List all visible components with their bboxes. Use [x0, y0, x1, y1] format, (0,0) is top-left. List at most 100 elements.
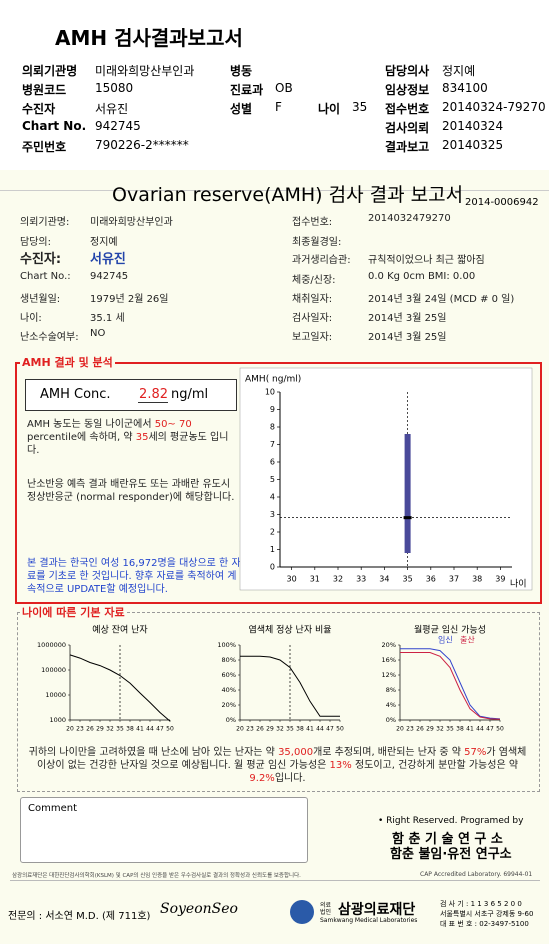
- field-label: 주민번호: [22, 140, 67, 154]
- y-tick-label: 10: [265, 388, 275, 397]
- field-label: 담당의사: [385, 64, 430, 78]
- field-value: 서유진: [90, 252, 126, 267]
- x-tick-label: 44: [476, 726, 484, 733]
- chart-title: 예상 잔여 난자: [92, 624, 148, 636]
- rule: [10, 880, 540, 881]
- legend-entry: 임신: [438, 636, 453, 645]
- text-part: 정도이고, 건강하게 분만할 가능성은 약: [351, 760, 519, 771]
- field-label: Chart No.:: [20, 271, 71, 282]
- basic-box: [17, 612, 540, 792]
- x-tick-label: 44: [146, 726, 154, 733]
- text-part: 13%: [329, 760, 352, 771]
- field-label: 성별: [230, 102, 253, 116]
- chart-title: 염색체 정상 난자 비율: [248, 625, 331, 636]
- y-tick-label: 60%: [222, 671, 236, 679]
- y-tick-label: 5: [270, 475, 275, 484]
- text-part: 입니다.: [274, 773, 306, 784]
- field-label: 최종월경일:: [292, 237, 342, 248]
- x-tick-label: 50: [336, 726, 344, 733]
- field-value: 2014년 3월 25일: [368, 332, 447, 343]
- x-tick-label: 44: [316, 726, 324, 733]
- y-tick-label: 2: [270, 528, 275, 537]
- x-tick-label: 35: [403, 575, 413, 584]
- y-tick-label: 6: [270, 458, 275, 467]
- x-tick-label: 26: [416, 726, 424, 733]
- y-tick-label: 100%: [217, 641, 236, 649]
- x-tick-label: 41: [136, 726, 144, 733]
- field-value: 834100: [442, 81, 488, 95]
- paragraph: AMH 농도는 동일 나이군에서 50~ 70 percentile에 속하며,…: [27, 418, 237, 457]
- field-value: 정지예: [90, 237, 118, 248]
- address: 검 사 기 : 1 1 3 6 5 2 0 0: [440, 900, 522, 908]
- x-tick-label: 47: [326, 726, 334, 733]
- field-value: 15080: [95, 81, 134, 95]
- x-tick-label: 31: [310, 575, 320, 584]
- y-tick-label: 20%: [222, 701, 236, 709]
- text-part: AMH 농도는 동일 나이군에서: [27, 419, 155, 430]
- y-tick-label: 80%: [222, 656, 236, 664]
- x-tick-label: 20: [396, 726, 404, 733]
- line: [69, 654, 171, 722]
- x-tick-label: 29: [96, 726, 104, 733]
- y-tick-label: 4%: [386, 701, 396, 709]
- field-label: 접수번호:: [292, 217, 333, 228]
- x-tick-label: 23: [406, 726, 414, 733]
- field-value: NO: [90, 328, 106, 339]
- value-point: [403, 516, 412, 520]
- chart-title: 월평균 임신 가능성: [414, 624, 486, 636]
- text-part: 57%: [464, 747, 487, 758]
- x-tick-label: 39: [495, 575, 505, 584]
- x-tick-label: 41: [306, 726, 314, 733]
- field-label: 진료과: [230, 83, 264, 97]
- y-tick-label: 8%: [386, 686, 396, 694]
- field-label: 의뢰기관명:: [20, 217, 70, 228]
- org: 삼광의료재단: [338, 902, 416, 918]
- y-tick-label: 20%: [382, 641, 396, 649]
- y-tick-label: 100000: [41, 666, 66, 674]
- field-label: Chart No.: [22, 119, 87, 133]
- paragraph: 난소반응 예측 결과 배란유도 또는 과배란 유도시 정상반응군 (normal…: [27, 479, 235, 503]
- logo: [290, 900, 314, 924]
- x-tick-label: 23: [76, 726, 84, 733]
- text-part: percentile에 속하며, 약: [27, 432, 136, 443]
- field-label: 검사일자:: [292, 313, 333, 324]
- x-tick-label: 29: [266, 726, 274, 733]
- footer-cap: CAP Accredited Laboratory. 69944-01: [420, 871, 533, 878]
- field-value: 미래와희망산부인과: [95, 64, 195, 78]
- x-tick-label: 35: [286, 726, 294, 733]
- field-value: OB: [275, 81, 293, 95]
- field-label: 의뢰기관명: [22, 64, 78, 78]
- x-tick-label: 32: [333, 575, 343, 584]
- text-part: 9.2%: [249, 773, 275, 784]
- field-value: 2014년 3월 24일 (MCD # 0 일): [368, 294, 515, 305]
- field-label: 담당의:: [20, 237, 51, 248]
- y-tick-label: 1: [270, 545, 275, 554]
- paragraph: 본 결과는 한국인 여성 16,972명을 대상으로 한 자료를 기초로 한 것…: [27, 558, 241, 595]
- x-tick-label: 50: [166, 726, 174, 733]
- x-tick-label: 30: [287, 575, 297, 584]
- x-tick-label: 20: [66, 726, 74, 733]
- basic-title: 나이에 따른 기본 자료: [20, 604, 127, 620]
- y-tick-label: 8: [270, 423, 275, 432]
- x-tick-label: 33: [356, 575, 366, 584]
- comment-label: Comment: [28, 803, 77, 814]
- field-value: 정지예: [442, 64, 476, 78]
- text-part: 개로 추정되며, 배란되는 난자 중 약: [313, 747, 465, 758]
- field-value: 규칙적이었으나 최근 짧아짐: [368, 255, 485, 266]
- x-tick-label: 26: [256, 726, 264, 733]
- credit: 함춘 불임·유전 연구소: [390, 847, 512, 862]
- x-axis-label: 나이: [510, 579, 527, 590]
- y-tick-label: 1000000: [37, 641, 66, 649]
- rule: [0, 190, 549, 191]
- field-value: F: [275, 100, 282, 114]
- field-label: 보고일자:: [292, 332, 333, 343]
- field-label: 결과보고: [385, 140, 430, 154]
- title: AMH 검사결과보고서: [55, 26, 243, 50]
- field-label: 나이:: [20, 313, 42, 324]
- org-small: 의료법인: [320, 902, 332, 916]
- field-value: 2014년 3월 25일: [368, 313, 447, 324]
- field-label: 접수번호: [385, 102, 430, 116]
- field-label: 나이: [318, 102, 341, 116]
